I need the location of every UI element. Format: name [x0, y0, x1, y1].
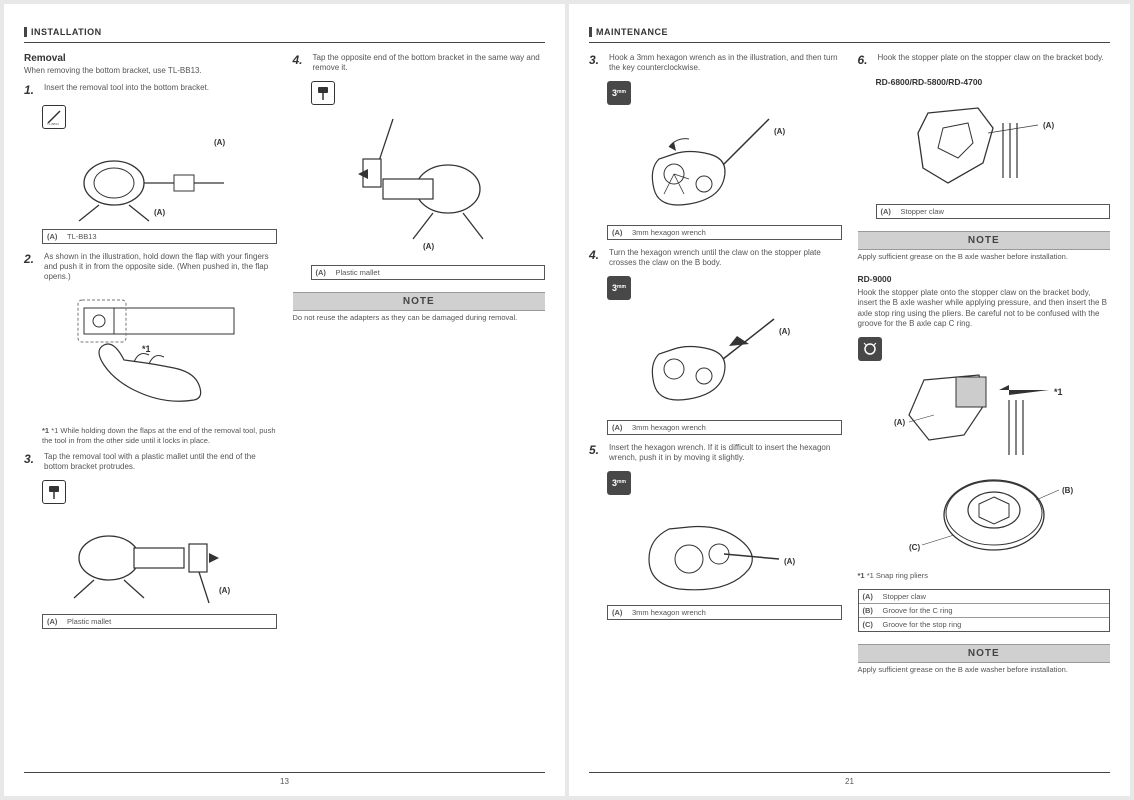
hex-3mm-icon: 3mm	[607, 81, 631, 105]
step-text: As shown in the illustration, hold down …	[44, 252, 277, 282]
column-1: Removal When removing the bottom bracket…	[24, 53, 277, 772]
illustration-r4: (A)	[607, 304, 842, 414]
footnote-2: *1 *1 While holding down the flaps at th…	[42, 426, 277, 446]
footnote-7: *1 *1 Snap ring pliers	[858, 571, 1111, 581]
illustration-r5: (A)	[607, 499, 842, 599]
page-header: MAINTENANCE	[589, 22, 1110, 43]
mallet-icon	[311, 81, 335, 105]
step-number: 1.	[24, 83, 38, 97]
step-text: Insert the hexagon wrench. If it is diff…	[609, 443, 842, 463]
step-text: Hook a 3mm hexagon wrench as in the illu…	[609, 53, 842, 73]
illustration-4: (A)	[311, 109, 546, 259]
svg-text:(A): (A)	[154, 208, 165, 217]
svg-text:*1: *1	[142, 344, 151, 354]
page-left: INSTALLATION Removal When removing the b…	[4, 4, 565, 796]
step-6: 6. Hook the stopper plate on the stopper…	[858, 53, 1111, 67]
illustration-2: *1	[42, 290, 277, 420]
svg-text:(A): (A)	[784, 557, 795, 566]
svg-text:*1: *1	[1054, 387, 1063, 397]
step-4: 4. Turn the hexagon wrench until the cla…	[589, 248, 842, 268]
header-text: MAINTENANCE	[589, 27, 668, 37]
svg-text:(A): (A)	[1043, 121, 1054, 130]
step-2: 2. As shown in the illustration, hold do…	[24, 252, 277, 282]
svg-text:(A): (A)	[423, 242, 434, 251]
legend-r5: (A)3mm hexagon wrench	[607, 605, 842, 620]
step-text: Insert the removal tool into the bottom …	[44, 83, 277, 97]
step-number: 3.	[24, 452, 38, 472]
note-body: Do not reuse the adapters as they can be…	[293, 313, 546, 323]
step-number: 2.	[24, 252, 38, 282]
note-body: Apply sufficient grease on the B axle wa…	[858, 252, 1111, 262]
step-text: Tap the removal tool with a plastic mall…	[44, 452, 277, 472]
note-heading: NOTE	[858, 644, 1111, 663]
step-text: Hook the stopper plate on the stopper cl…	[878, 53, 1111, 67]
legend-4: (A)Plastic mallet	[311, 265, 546, 280]
illustration-1: (A) (A)	[42, 133, 277, 223]
page-right: MAINTENANCE 3. Hook a 3mm hexagon wrench…	[569, 4, 1130, 796]
column-1: 3. Hook a 3mm hexagon wrench as in the i…	[589, 53, 842, 772]
hex-3mm-icon: 3mm	[607, 471, 631, 495]
legend-1: (A)TL-BB13	[42, 229, 277, 244]
svg-text:(C): (C)	[909, 543, 920, 552]
legend-r4: (A)3mm hexagon wrench	[607, 420, 842, 435]
step-number: 6.	[858, 53, 872, 67]
subtitle-7: RD-9000	[858, 274, 1111, 284]
svg-text:(A): (A)	[214, 138, 225, 147]
step-4: 4. Tap the opposite end of the bottom br…	[293, 53, 546, 73]
pliers-icon	[858, 337, 882, 361]
step-5: 5. Insert the hexagon wrench. If it is d…	[589, 443, 842, 463]
columns: 3. Hook a 3mm hexagon wrench as in the i…	[589, 53, 1110, 772]
illustration-r6: (A)	[876, 93, 1111, 198]
illustration-3: (A)	[42, 508, 277, 608]
mallet-icon	[42, 480, 66, 504]
illustration-r3: (A)	[607, 109, 842, 219]
page-number: 21	[589, 772, 1110, 786]
hex-3mm-icon: 3mm	[607, 276, 631, 300]
columns: Removal When removing the bottom bracket…	[24, 53, 545, 772]
svg-text:(A): (A)	[779, 327, 790, 336]
section-title: Removal	[24, 53, 277, 64]
step-text: Tap the opposite end of the bottom brack…	[313, 53, 546, 73]
svg-text:(A): (A)	[894, 418, 905, 427]
svg-text:(A): (A)	[219, 586, 230, 595]
step-1: 1. Insert the removal tool into the bott…	[24, 83, 277, 97]
step-3: 3. Tap the removal tool with a plastic m…	[24, 452, 277, 472]
note-heading: NOTE	[293, 292, 546, 311]
tool-icon-tlbb13: TL-BB13	[42, 105, 66, 129]
legend-3: (A)Plastic mallet	[42, 614, 277, 629]
svg-text:(A): (A)	[774, 127, 785, 136]
note-heading: NOTE	[858, 231, 1111, 250]
illustration-r7: *1 (A) (B) (C)	[858, 365, 1111, 565]
step-3: 3. Hook a 3mm hexagon wrench as in the i…	[589, 53, 842, 73]
header-text: INSTALLATION	[24, 27, 102, 37]
svg-text:(B): (B)	[1062, 486, 1073, 495]
column-2: 4. Tap the opposite end of the bottom br…	[293, 53, 546, 772]
paragraph-7: Hook the stopper plate onto the stopper …	[858, 288, 1111, 330]
step-number: 4.	[293, 53, 307, 73]
step-text: Turn the hexagon wrench until the claw o…	[609, 248, 842, 268]
legend-r7: (A)Stopper claw (B)Groove for the C ring…	[858, 589, 1111, 632]
note-body: Apply sufficient grease on the B axle wa…	[858, 665, 1111, 675]
step-number: 4.	[589, 248, 603, 268]
legend-r3: (A)3mm hexagon wrench	[607, 225, 842, 240]
page-header: INSTALLATION	[24, 22, 545, 43]
page-number: 13	[24, 772, 545, 786]
svg-text:TL-BB13: TL-BB13	[47, 122, 59, 126]
step-number: 5.	[589, 443, 603, 463]
column-2: 6. Hook the stopper plate on the stopper…	[858, 53, 1111, 772]
subtitle-6: RD-6800/RD-5800/RD-4700	[876, 77, 1111, 87]
legend-r6: (A)Stopper claw	[876, 204, 1111, 219]
intro-text: When removing the bottom bracket, use TL…	[24, 66, 277, 75]
step-number: 3.	[589, 53, 603, 73]
